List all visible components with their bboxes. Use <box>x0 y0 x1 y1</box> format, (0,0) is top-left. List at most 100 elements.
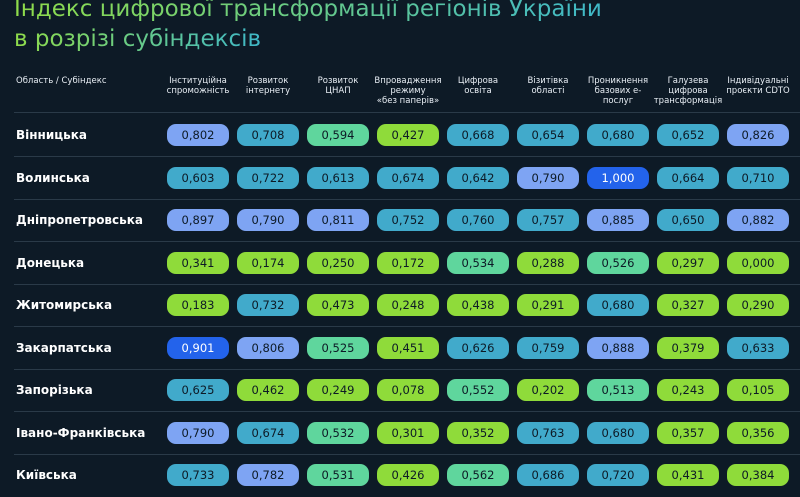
value-pill: 0,451 <box>377 336 439 359</box>
row-label: Дніпропетровська <box>16 213 143 227</box>
value-pill: 0,288 <box>517 251 579 274</box>
value-pill: 0,526 <box>587 251 649 274</box>
value-pill: 0,720 <box>587 464 649 486</box>
value-pill: 0,763 <box>517 421 579 444</box>
row-label: Житомирська <box>16 298 113 312</box>
value-pill: 0,462 <box>237 379 299 401</box>
row-label: Київська <box>16 468 77 482</box>
separator <box>14 112 800 113</box>
row-label: Волинська <box>16 170 90 185</box>
value-pill: 0,352 <box>447 421 509 444</box>
value-pill: 0,642 <box>447 166 509 189</box>
value-pill: 0,882 <box>727 209 789 231</box>
value-pill: 0,438 <box>447 294 509 316</box>
value-pill: 0,379 <box>657 336 719 359</box>
value-pill: 0,290 <box>727 294 789 316</box>
title: в розрізі субіндексів <box>14 26 262 52</box>
value-pill: 0,431 <box>657 464 719 486</box>
value-pill: 0,249 <box>307 379 369 401</box>
value-pill: 0,674 <box>237 421 299 444</box>
value-pill: 0,790 <box>517 166 579 189</box>
value-pill: 0,552 <box>447 379 509 401</box>
separator <box>14 241 800 242</box>
title: Індекс цифрової трансформації регіонів У… <box>14 0 602 22</box>
value-pill: 0,790 <box>237 209 299 231</box>
value-pill: 0,680 <box>587 421 649 444</box>
separator <box>14 368 800 370</box>
separator <box>14 453 800 455</box>
value-pill: 0,888 <box>587 336 649 359</box>
value-pill: 0,733 <box>167 464 229 486</box>
value-pill: 0,202 <box>517 379 579 401</box>
column-header: Інституційна спроможність <box>166 76 230 96</box>
column-header: Цифрова освіта <box>457 76 499 96</box>
row-label: Вінницька <box>16 128 87 142</box>
value-pill: 0,626 <box>447 336 509 359</box>
value-pill: 0,757 <box>517 209 579 231</box>
value-pill: 0,633 <box>727 336 789 359</box>
value-pill: 0,078 <box>377 379 439 401</box>
separator <box>14 198 800 200</box>
value-pill: 0,513 <box>587 379 649 401</box>
value-pill: 0,327 <box>657 294 719 316</box>
value-pill: 0,613 <box>307 166 369 189</box>
value-pill: 0,802 <box>167 124 229 146</box>
value-pill: 0,811 <box>307 209 369 231</box>
value-pill: 1,000 <box>587 166 649 189</box>
column-header: Розвиток ЦНАП <box>317 76 359 96</box>
value-pill: 0,674 <box>377 166 439 189</box>
value-pill: 0,000 <box>727 251 789 274</box>
value-pill: 0,806 <box>237 336 299 359</box>
value-pill: 0,341 <box>167 251 229 274</box>
value-pill: 0,356 <box>727 421 789 444</box>
value-pill: 0,710 <box>727 166 789 189</box>
value-pill: 0,901 <box>167 336 229 359</box>
column-header: Впровадження режиму «без паперів» <box>374 76 442 106</box>
row-label: Донецька <box>16 255 85 270</box>
value-pill: 0,301 <box>377 421 439 444</box>
value-pill: 0,664 <box>657 166 719 189</box>
value-pill: 0,357 <box>657 421 719 444</box>
value-pill: 0,680 <box>587 124 649 146</box>
row-label: Закарпатська <box>16 340 112 355</box>
value-pill: 0,473 <box>307 294 369 316</box>
value-pill: 0,760 <box>447 209 509 231</box>
value-pill: 0,297 <box>657 251 719 274</box>
value-pill: 0,654 <box>517 124 579 146</box>
value-pill: 0,722 <box>237 166 299 189</box>
column-header: Візитівка області <box>527 76 569 96</box>
value-pill: 0,562 <box>447 464 509 486</box>
separator <box>14 283 800 285</box>
value-pill: 0,532 <box>307 421 369 444</box>
value-pill: 0,174 <box>237 251 299 274</box>
value-pill: 0,250 <box>307 251 369 274</box>
value-pill: 0,759 <box>517 336 579 359</box>
value-pill: 0,686 <box>517 464 579 486</box>
separator <box>14 326 800 327</box>
value-pill: 0,291 <box>517 294 579 316</box>
value-pill: 0,534 <box>447 251 509 274</box>
value-pill: 0,183 <box>167 294 229 316</box>
column-header: Розвиток інтернету <box>245 76 291 96</box>
separator <box>14 411 800 412</box>
value-pill: 0,384 <box>727 464 789 486</box>
value-pill: 0,594 <box>307 124 369 146</box>
row-label: Запорізька <box>16 383 93 397</box>
column-header: Область / Субіндекс <box>16 76 107 86</box>
value-pill: 0,243 <box>657 379 719 401</box>
value-pill: 0,790 <box>167 421 229 444</box>
value-pill: 0,105 <box>727 379 789 401</box>
value-pill: 0,826 <box>727 124 789 146</box>
value-pill: 0,885 <box>587 209 649 231</box>
value-pill: 0,650 <box>657 209 719 231</box>
value-pill: 0,625 <box>167 379 229 401</box>
value-pill: 0,680 <box>587 294 649 316</box>
value-pill: 0,172 <box>377 251 439 274</box>
value-pill: 0,782 <box>237 464 299 486</box>
column-header: Проникнення базових е- послуг <box>587 76 649 106</box>
value-pill: 0,248 <box>377 294 439 316</box>
column-header: Галузева цифрова трансформація <box>653 76 723 106</box>
value-pill: 0,732 <box>237 294 299 316</box>
value-pill: 0,426 <box>377 464 439 486</box>
